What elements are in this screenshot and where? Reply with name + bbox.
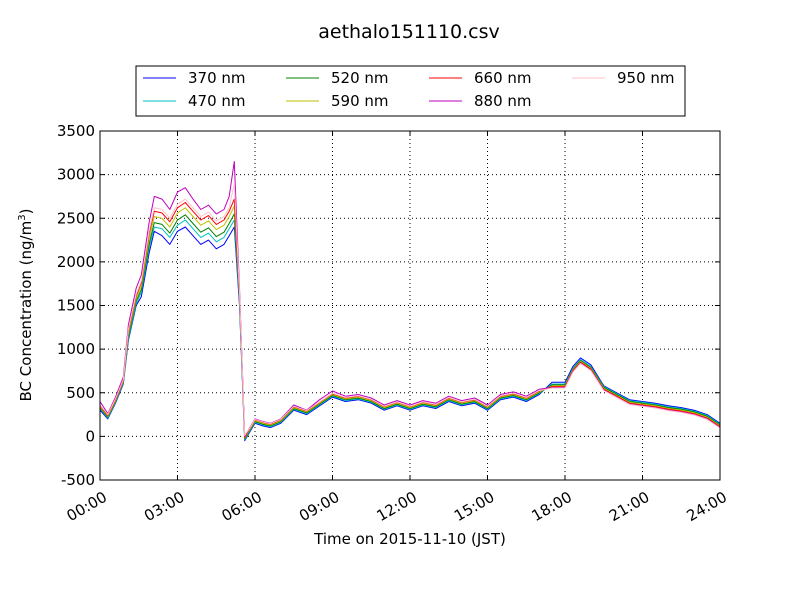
legend-box [135,65,686,117]
chart-title: aethalo151110.csv [318,21,500,43]
series-layer [99,161,721,442]
y-tick-label: 1000 [57,340,95,358]
legend-label: 590 nm [331,92,389,110]
y-tick-label: 2500 [57,209,95,227]
x-axis-label: Time on 2015-11-10 (JST) [313,530,506,548]
series-line-590-nm [99,205,721,439]
legend-label: 880 nm [474,92,532,110]
legend-label: 660 nm [474,69,532,87]
y-tick-label: 3000 [57,166,95,184]
y-tick-label: 3500 [57,122,95,140]
legend-label: 470 nm [188,92,246,110]
y-tick-label: -500 [61,471,95,489]
series-line-370-nm [99,226,721,442]
series-line-520-nm [99,213,721,440]
legend-label: 950 nm [617,69,675,87]
y-tick-label: 1500 [57,297,95,315]
y-axis-label: BC Concentration (ng/m3) [17,209,35,402]
legend-label: 370 nm [188,69,246,87]
y-tick-label: 0 [85,427,95,445]
series-line-470-nm [99,219,721,441]
legend-label: 520 nm [331,69,389,87]
legend: 370 nm 470 nm 520 nm 590 nm 660 nm 880 nm 950 … [135,65,686,117]
y-tick-label: 500 [66,384,95,402]
y-tick-label: 2000 [57,253,95,271]
series-line-950-nm [99,182,721,436]
